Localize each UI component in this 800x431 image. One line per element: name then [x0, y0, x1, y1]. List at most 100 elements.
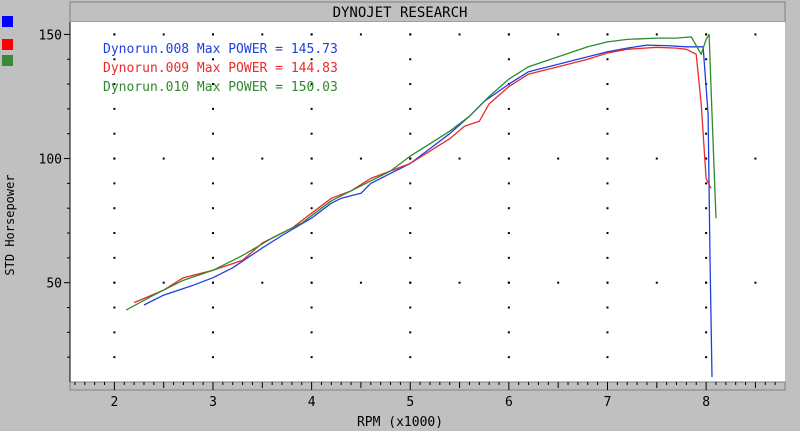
grid-dot	[261, 281, 264, 284]
grid-dot	[113, 157, 116, 160]
grid-dot	[212, 132, 214, 135]
grid-dot	[310, 306, 313, 309]
grid-dot	[606, 306, 609, 309]
red-swatch-icon[interactable]	[2, 39, 13, 50]
blue-swatch-icon[interactable]	[2, 16, 13, 27]
y-axis-label: STD Horsepower	[3, 174, 17, 275]
y-tick-label: 50	[46, 277, 62, 292]
grid-dot	[113, 256, 116, 259]
grid-dot	[507, 356, 510, 359]
grid-dot	[705, 33, 708, 36]
grid-dot	[606, 157, 609, 160]
grid-dot	[507, 331, 510, 334]
grid-dot	[310, 58, 313, 61]
grid-dot	[261, 157, 264, 160]
legend-entry: Dynorun.009 Max POWER = 144.83	[103, 61, 338, 76]
grid-dot	[507, 132, 510, 135]
grid-dot	[507, 58, 510, 61]
grid-dot	[606, 281, 609, 284]
grid-dot	[212, 83, 214, 86]
grid-dot	[310, 107, 313, 110]
y-tick-label: 100	[39, 153, 62, 168]
grid-dot	[409, 132, 412, 135]
series-layer	[125, 33, 717, 378]
grid-dot	[507, 107, 510, 110]
grid-dot	[606, 33, 609, 36]
grid-dot	[359, 157, 362, 160]
x-tick-label: 2	[110, 395, 118, 410]
grid-dot	[212, 331, 214, 334]
grid-dot	[705, 306, 708, 309]
x-tick-label: 3	[209, 395, 217, 410]
x-tick-label: 4	[308, 395, 316, 410]
grid-dot	[162, 33, 165, 36]
grid-dot	[162, 281, 165, 284]
grid-dot	[212, 157, 214, 160]
series-line-dynorun-010	[125, 33, 717, 311]
grid-dot	[212, 107, 214, 110]
grid-dot	[113, 58, 116, 61]
grid-dot	[162, 157, 165, 160]
grid-dot	[310, 182, 313, 185]
grid-dot	[705, 107, 708, 110]
grid-dot	[557, 281, 560, 284]
grid-dot	[507, 306, 510, 309]
grid-dot	[409, 33, 412, 36]
grid-dot	[409, 256, 412, 259]
grid-dot	[705, 232, 708, 235]
grid-dot	[655, 33, 658, 36]
grid-dot	[113, 83, 116, 86]
grid-dot	[705, 132, 708, 135]
grid-dot	[359, 281, 362, 284]
series-line-dynorun-009	[133, 46, 712, 304]
grid-dot	[507, 157, 510, 160]
grid-dot	[606, 331, 609, 334]
grid-dot	[606, 83, 609, 86]
grid-dot	[310, 157, 313, 160]
grid-dot	[409, 83, 412, 86]
grid-dot	[409, 306, 412, 309]
grid-dot	[507, 256, 510, 259]
x-tick-label: 6	[505, 395, 513, 410]
grid-dot	[409, 356, 412, 359]
grid-dot	[409, 182, 412, 185]
grid-dot	[705, 331, 708, 334]
legend-entry: Dynorun.008 Max POWER = 145.73	[103, 42, 338, 57]
x-tick-label: 7	[604, 395, 612, 410]
grid-dot	[507, 281, 510, 284]
grid-dot	[310, 331, 313, 334]
grid-dot	[705, 182, 708, 185]
grid-dot	[409, 107, 412, 110]
grid-dot	[212, 182, 214, 185]
grid-dot	[212, 207, 214, 210]
grid-dot	[754, 157, 757, 160]
grid-dot	[261, 33, 264, 36]
grid-dot	[113, 232, 116, 235]
grid-dot	[655, 157, 658, 160]
grid-dot	[310, 256, 313, 259]
grid-dot	[310, 132, 313, 135]
grid-dot	[113, 182, 116, 185]
series-line-dynorun-008	[143, 44, 713, 378]
x-axis-strip	[69, 381, 786, 391]
grid-dot	[212, 33, 214, 36]
green-swatch-icon[interactable]	[2, 55, 13, 66]
grid-dot	[310, 207, 313, 210]
grid-dot	[113, 132, 116, 135]
grid-dot	[212, 232, 214, 235]
grid-dot	[705, 58, 708, 61]
grid-dot	[113, 107, 116, 110]
grid-dot	[754, 33, 757, 36]
grid-dot	[557, 157, 560, 160]
grid-dot	[113, 331, 116, 334]
grid-dot	[705, 256, 708, 259]
grid-dot	[409, 157, 412, 160]
x-tick-label: 8	[702, 395, 710, 410]
grid-dot	[705, 157, 708, 160]
grid-dot	[113, 281, 116, 284]
grid-dot	[458, 281, 461, 284]
grid-layer	[113, 33, 757, 359]
grid-dot	[655, 281, 658, 284]
x-tick-label: 5	[406, 395, 414, 410]
